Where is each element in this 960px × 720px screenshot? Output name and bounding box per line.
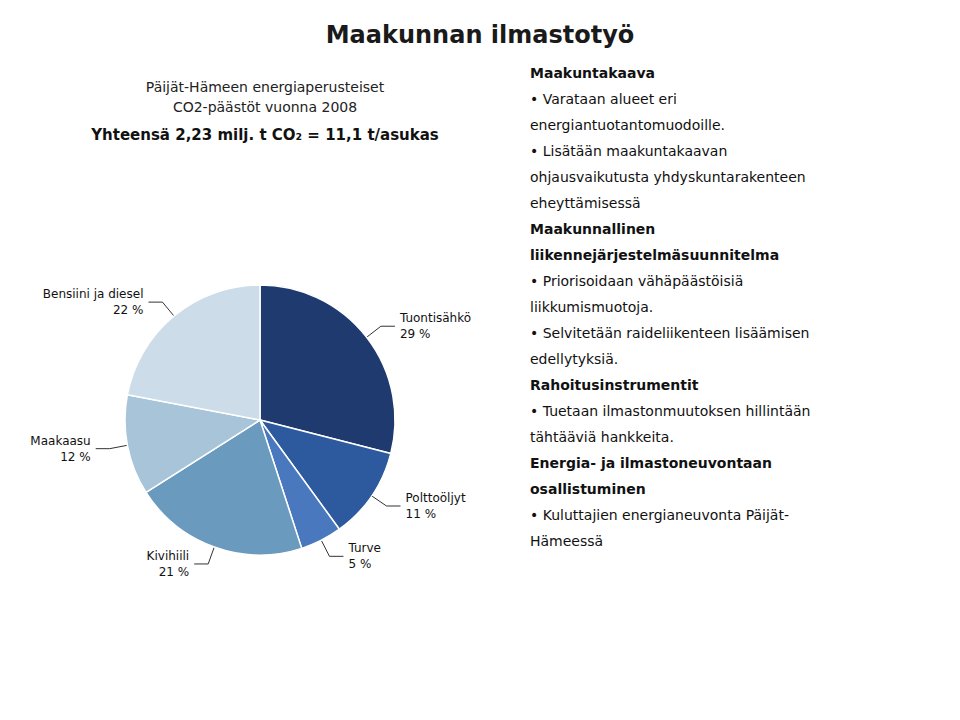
svg-text:• Priorisoidaan vähäpäästöisiä: • Priorisoidaan vähäpäästöisiä: [530, 273, 743, 289]
svg-text:ohjausvaikutusta yhdyskuntarak: ohjausvaikutusta yhdyskuntarakenteen: [530, 169, 806, 185]
svg-text:energiantuotantomuodoille.: energiantuotantomuodoille.: [530, 117, 725, 133]
svg-text:• Kuluttajien energianeuvonta: • Kuluttajien energianeuvonta Päijät-: [530, 507, 789, 523]
svg-text:22 %: 22 %: [113, 303, 144, 317]
svg-text:Maakunnallinen: Maakunnallinen: [530, 221, 655, 237]
svg-text:• Selvitetään raideliikenteen: • Selvitetään raideliikenteen lisäämisen: [530, 325, 809, 341]
svg-text:Turve: Turve: [347, 541, 381, 555]
svg-text:Maakunnan ilmastotyö: Maakunnan ilmastotyö: [326, 21, 635, 49]
svg-text:liikennejärjestelmäsuunnitelma: liikennejärjestelmäsuunnitelma: [530, 247, 779, 263]
svg-text:Energia- ja ilmastoneuvontaan: Energia- ja ilmastoneuvontaan: [530, 455, 772, 471]
svg-text:Päijät-Hämeen energiaperusteis: Päijät-Hämeen energiaperusteiset: [146, 79, 385, 95]
svg-text:liikkumismuotoja.: liikkumismuotoja.: [530, 299, 653, 315]
svg-text:21 %: 21 %: [159, 565, 190, 579]
svg-text:Tuontisähkö: Tuontisähkö: [399, 311, 471, 325]
svg-text:• Varataan alueet eri: • Varataan alueet eri: [530, 91, 677, 107]
svg-text:12 %: 12 %: [60, 450, 91, 464]
svg-text:Yhteensä 2,23 milj. t CO₂ = 11: Yhteensä 2,23 milj. t CO₂ = 11,1 t/asuka…: [90, 126, 439, 144]
svg-text:• Tuetaan ilmastonmuutoksen hi: • Tuetaan ilmastonmuutoksen hillintään: [530, 403, 810, 419]
svg-text:11 %: 11 %: [406, 507, 437, 521]
svg-text:Hämeessä: Hämeessä: [530, 533, 603, 549]
svg-text:• Lisätään maakuntakaavan: • Lisätään maakuntakaavan: [530, 143, 727, 159]
svg-text:29 %: 29 %: [400, 327, 431, 341]
svg-text:Rahoitusinstrumentit: Rahoitusinstrumentit: [530, 377, 699, 393]
svg-text:osallistuminen: osallistuminen: [530, 481, 646, 497]
svg-text:Maakaasu: Maakaasu: [30, 434, 90, 448]
svg-text:5 %: 5 %: [348, 557, 371, 571]
svg-text:Bensiini ja diesel: Bensiini ja diesel: [43, 287, 144, 301]
svg-text:edellytyksiä.: edellytyksiä.: [530, 351, 618, 367]
svg-text:Maakuntakaava: Maakuntakaava: [530, 65, 655, 81]
svg-text:CO2-päästöt vuonna 2008: CO2-päästöt vuonna 2008: [173, 99, 357, 115]
svg-text:tähtääviä hankkeita.: tähtääviä hankkeita.: [530, 429, 674, 445]
svg-text:eheyttämisessä: eheyttämisessä: [530, 195, 641, 211]
svg-text:Polttoöljyt: Polttoöljyt: [406, 491, 466, 505]
svg-text:Kivihiili: Kivihiili: [147, 549, 190, 563]
